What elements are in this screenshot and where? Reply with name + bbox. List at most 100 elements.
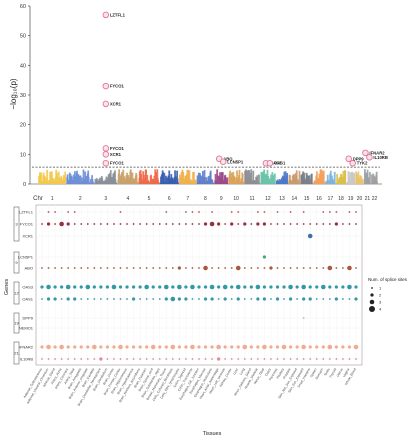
splice-dot-abo (302, 267, 305, 269)
splice-dot-ifnar2 (288, 345, 293, 349)
splice-dot-abo (289, 267, 292, 269)
splice-dot-il10rb (348, 358, 351, 360)
splice-dot-abo (342, 267, 344, 269)
chromosome-8-signal (212, 182, 215, 184)
splice-dot-il10rb (119, 358, 122, 360)
splice-dot-oas3 (197, 285, 201, 289)
chromosome-20-signal (356, 173, 359, 184)
splice-dot-oas3 (73, 285, 77, 289)
manhattan-y-axis: 0 10 20 30 40 50 60 (20, 4, 382, 188)
splice-dot-oas3 (46, 284, 51, 290)
splice-dot-lztfl1 (355, 211, 357, 213)
splice-dot-ifnar2 (216, 344, 221, 350)
chromosome-22-signal (373, 175, 376, 184)
chromosome-8-signal (199, 175, 202, 184)
splice-dot-oas3 (295, 285, 299, 289)
splice-dot-oas1 (334, 297, 338, 301)
chromosome-3-signal (115, 182, 118, 184)
splice-dot-fyco1 (342, 223, 344, 225)
splice-dot-oas3 (40, 285, 44, 289)
splice-dot-il10rb (54, 358, 56, 360)
splice-dot-oas1 (113, 298, 115, 300)
splice-dot-oas3 (315, 285, 319, 289)
splice-dot-ifnar2 (327, 344, 333, 350)
chromosome-14-signal (289, 175, 291, 184)
chromosome-4-signal (118, 169, 121, 184)
splice-dot-il10rb (185, 358, 187, 360)
chromosome-1-signal (64, 171, 67, 184)
gene-label-oas3: OAS3 (22, 285, 33, 290)
chromosome-14-signal (290, 180, 293, 184)
splice-dot-ifnar2 (150, 344, 156, 350)
splice-dot-ifnar2 (170, 344, 176, 350)
splice-dot-lztfl1 (191, 211, 194, 213)
splice-dot-lztfl1 (256, 211, 259, 213)
tissue-label: Vagina (342, 367, 350, 378)
splice-dot-abo (126, 267, 128, 269)
chromosome-19-signal (353, 172, 355, 184)
splice-dot-ifnar2 (158, 345, 162, 349)
chromosome-2-signal (91, 179, 94, 184)
gene-group-box-12 (13, 281, 20, 305)
dot-matrix-grid (35, 204, 363, 366)
splice-dot-dpp9 (302, 317, 305, 319)
splice-dot-fyco1 (296, 223, 299, 225)
chromosome-1-signal (50, 171, 53, 184)
splice-dot-il10rb (113, 358, 115, 360)
splice-dot-fyco1 (302, 223, 305, 225)
gene-label-nemo1: NEMO1 (19, 326, 34, 331)
splice-dot-il10rb (126, 358, 128, 360)
splice-dot-oas1 (126, 298, 128, 300)
splice-dot-fyco1 (276, 223, 279, 225)
splice-dot-oas3 (269, 285, 273, 289)
chromosome-19-signal (349, 172, 351, 184)
splice-dot-fyco1 (73, 223, 76, 225)
splice-dot-oas1 (223, 297, 227, 301)
gene-label-il10rb: IL10RB (20, 357, 34, 362)
splice-dot-il10rb (315, 358, 318, 360)
splice-dot-oas3 (282, 285, 286, 289)
splice-dot-lztfl1 (263, 211, 266, 213)
splice-dot-ifnar2 (86, 345, 90, 349)
gene-label-ifnar2: IFNAR2 (19, 345, 34, 350)
splice-dot-fyco1 (328, 223, 331, 225)
splice-dot-lztfl1 (302, 211, 305, 213)
splice-dot-lztfl1 (47, 211, 50, 213)
splice-dot-ifnar2 (295, 345, 299, 349)
splice-dot-oas1 (53, 297, 57, 301)
splice-dot-abo (283, 267, 285, 269)
legend-dot-4 (369, 306, 375, 312)
gene-label-abo: ABO (25, 266, 33, 271)
splice-dot-lztfl1 (119, 211, 122, 213)
chromosome-8-signal (209, 170, 212, 184)
chromosome-tick-12: 12 (265, 196, 271, 202)
splice-dot-oas1 (348, 298, 351, 300)
splice-dot-lztfl1 (211, 211, 213, 213)
chromosome-4-signal (123, 176, 125, 184)
splice-dot-fyco1 (80, 223, 83, 225)
splice-dot-fyco1 (178, 223, 181, 225)
splice-dot-oas1 (46, 297, 51, 301)
splice-dot-il10rb (224, 358, 227, 360)
splice-dot-lztfl1 (67, 211, 70, 213)
chromosome-22-signal (371, 174, 373, 184)
splice-dot-oas1 (203, 297, 208, 301)
splice-dot-oas1 (145, 298, 148, 300)
splice-dot-oas1 (99, 298, 102, 300)
gene-group-label-12: 12 (14, 291, 19, 296)
snp-label-abo: ABO (223, 156, 233, 161)
splice-dot-oas1 (177, 297, 181, 301)
splice-dot-abo (191, 267, 194, 269)
chromosome-tick-14: 14 (292, 196, 298, 202)
splice-dot-il10rb (67, 358, 70, 360)
chromosome-tick-6: 6 (168, 196, 171, 202)
chromosome-1-signal (38, 172, 41, 184)
chromosome-9-signal (221, 172, 224, 184)
splice-dot-abo (67, 267, 70, 269)
splice-dot-abo (250, 267, 253, 269)
chromosome-tick-20: 20 (357, 196, 363, 202)
chromosome-tick-8: 8 (204, 196, 207, 202)
splice-dot-oas3 (222, 284, 228, 290)
splice-dot-oas1 (328, 298, 331, 300)
